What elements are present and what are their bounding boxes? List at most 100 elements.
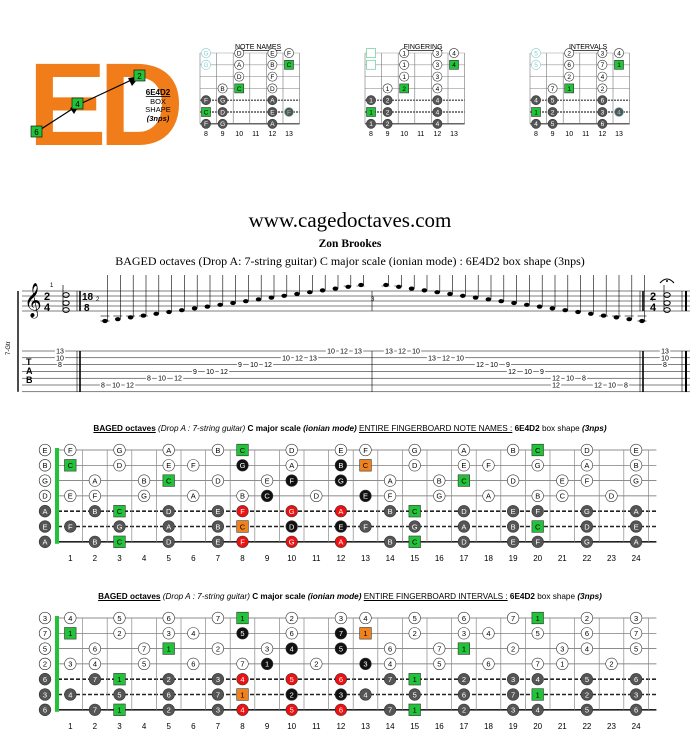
fb-note-label: 7 [93,675,97,684]
fb-note [334,474,348,487]
fb-note [457,505,471,518]
fb-note [531,657,544,671]
tab-number: 12 [126,383,134,390]
mini-note [267,118,278,129]
mini-note-label: D [220,109,225,116]
fb-open-note [38,611,52,625]
fb-note-label: E [560,476,565,485]
fb-note-label: F [93,492,98,501]
tab-number-bg [110,381,122,389]
tab-number: 13 [354,349,362,356]
mini-note [267,48,278,58]
fb-note [236,703,249,716]
fb-note [162,673,175,686]
fb-fret-number: 6 [191,554,196,563]
fb-note [334,688,348,701]
mini-note [597,83,608,94]
fb-note-label: 7 [93,706,97,715]
fb-note-label: F [486,461,491,470]
fb-fret-number: 22 [582,554,591,563]
fb-note-label: 1 [413,706,417,715]
treble-clef: 𝄞 [24,283,42,319]
fb-note [334,535,348,548]
fb-note-label: 3 [216,706,220,715]
fb-note [457,688,471,701]
tab-number: 10 [566,376,574,383]
fb-note [531,489,544,503]
mini-note-label: G [203,50,208,57]
fb-note-label: F [68,446,73,455]
fb-note-label: F [68,522,73,531]
tab-number-bg [218,367,230,375]
notehead [472,295,479,300]
fb-note-label: 5 [240,629,244,638]
notehead [498,299,505,304]
mini-note [382,95,393,106]
mini-note [564,71,575,82]
notehead [115,317,121,322]
fb-note-square [408,535,421,548]
fb-note-label: A [584,461,589,470]
mini-note [564,48,575,58]
fb-note [261,642,274,655]
fb-note-label: 6 [634,675,638,684]
mini-note-label: 5 [551,121,555,128]
fb-note-label: G [289,538,295,547]
fb-note-label: C [264,492,270,501]
fb-note-label: 3 [634,614,638,623]
fb-note-label: 3 [216,675,220,684]
fb-intervals-caption: BAGED octaves (Drop A : 7-string guitar)… [98,592,602,601]
fb-note-square [113,703,126,716]
fb-note-square [162,642,175,655]
fb-open-note-label: 3 [43,614,47,623]
fb-note-label: 2 [117,629,121,638]
fb-note [113,520,126,533]
tab-number-bg [506,367,518,375]
notehead [383,282,389,288]
fb-note [236,535,249,548]
mini-note-label: F [204,98,208,105]
mini-note-root [399,83,409,94]
tab-number-bg [396,347,408,355]
fb-note [285,505,298,518]
fb-note-label: 2 [585,690,589,699]
fb-note-square [359,459,372,472]
fb-note [211,520,224,533]
fb-note-label: G [633,476,639,485]
fb-note [138,657,151,671]
fb-note-label: 1 [462,644,466,653]
fb-note-label: 1 [363,629,367,638]
mini-note-label: 7 [551,86,555,93]
mini-note-label: 2 [386,121,390,128]
fb-note-square [531,520,544,533]
fb-note-label: 3 [462,629,466,638]
tab-number-bg [538,367,546,375]
notehead [179,308,185,313]
fb-note-label: B [240,492,245,501]
fb-note-square [64,459,77,472]
fb-note [285,642,298,655]
fb-note [187,657,200,671]
mini-note-label: 2 [601,86,605,93]
mini-note-label: 1 [402,74,406,81]
fb-note-label: B [511,522,516,531]
fb-open-note-label: 5 [43,644,47,653]
tab-number: 13 [428,355,436,362]
fb-fret-number: 5 [166,722,171,731]
notehead [294,291,300,297]
fb-note-label: 4 [363,690,367,699]
fb-note-label: E [461,461,466,470]
tab-number-bg [622,381,630,389]
tab-number: 10 [206,369,214,376]
fb-note-label: 4 [290,644,294,653]
fb-note-square [113,505,126,518]
mini-note [547,83,558,94]
tab-number: 8 [147,376,151,383]
fb-open-note [38,459,52,472]
mini-note-label: 3 [436,62,440,69]
mini-fret-number: 11 [582,131,589,138]
fermata-dot [666,280,668,282]
fb-note-label: 5 [634,644,638,653]
mini-note-label: 4 [534,121,538,128]
fb-note [580,611,594,625]
